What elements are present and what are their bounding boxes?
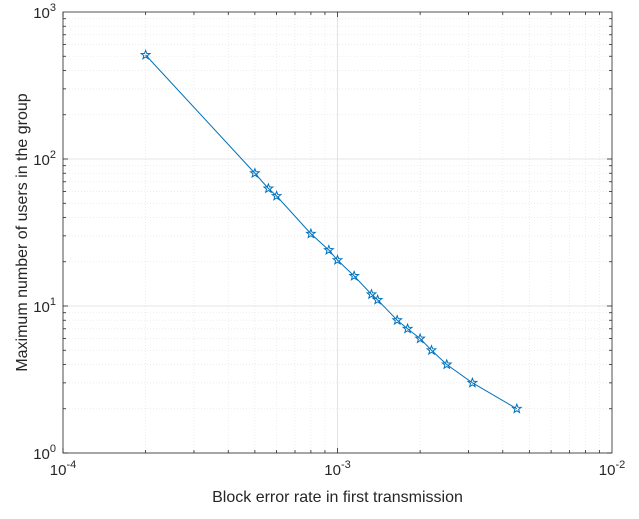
grid bbox=[62, 12, 612, 454]
y-tick-label: 103 bbox=[33, 2, 56, 22]
data-point-star bbox=[441, 358, 453, 370]
data-point-star bbox=[348, 269, 360, 281]
tick-marks bbox=[62, 12, 612, 454]
data-point-star bbox=[401, 322, 414, 334]
data-point-star bbox=[331, 254, 344, 266]
x-tick-label: 10-3 bbox=[324, 459, 350, 479]
data-point-star bbox=[425, 344, 438, 356]
data-point-star bbox=[466, 376, 479, 388]
x-tick-label: 10-2 bbox=[599, 459, 625, 479]
data-point-star bbox=[249, 167, 261, 179]
data-point-star bbox=[391, 314, 403, 326]
data-point-star bbox=[139, 48, 152, 60]
tick-labels: 10-4 10-3 10-2 100 101 102 103 bbox=[33, 2, 625, 479]
series-line bbox=[145, 54, 518, 410]
data-point-star bbox=[323, 244, 335, 255]
y-tick-label: 101 bbox=[33, 296, 56, 316]
y-axis-label: Maximum number of users in the group bbox=[14, 93, 31, 371]
x-axis-label: Block error rate in first transmission bbox=[212, 489, 463, 506]
series bbox=[139, 48, 523, 414]
data-point-star bbox=[262, 182, 275, 194]
data-point-star bbox=[371, 293, 384, 305]
data-point-star bbox=[414, 332, 426, 344]
x-tick-label: 10-4 bbox=[50, 459, 76, 479]
data-point-star bbox=[511, 402, 523, 414]
data-point-star bbox=[305, 227, 317, 239]
data-point-star bbox=[365, 288, 378, 300]
y-tick-label: 102 bbox=[33, 149, 56, 169]
data-point-star bbox=[270, 189, 283, 201]
y-tick-label: 100 bbox=[33, 443, 56, 463]
